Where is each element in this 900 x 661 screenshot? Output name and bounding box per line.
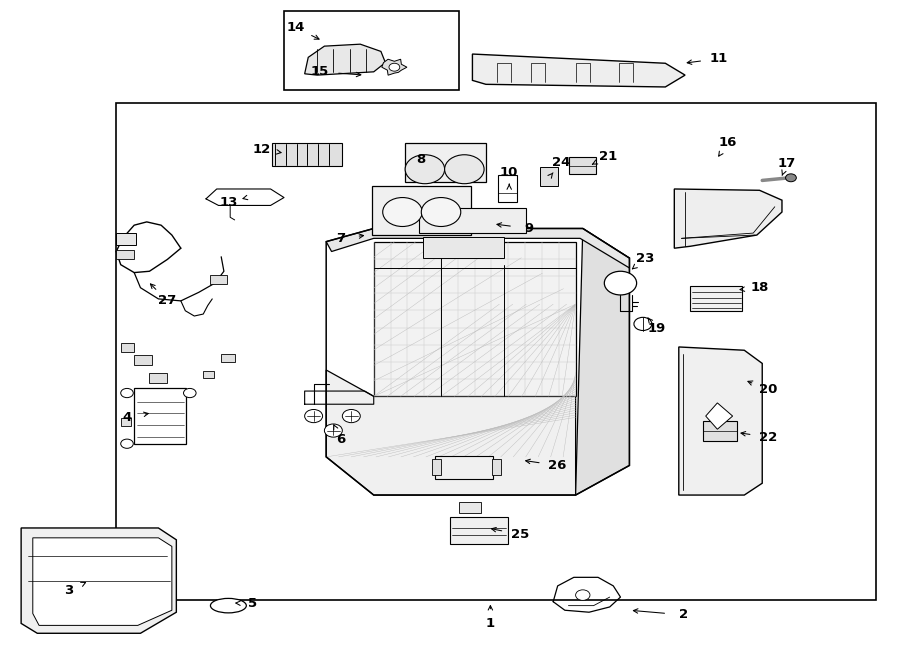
Circle shape: [342, 409, 360, 422]
Text: 26: 26: [548, 459, 567, 472]
Text: 6: 6: [336, 432, 346, 446]
Polygon shape: [374, 242, 576, 397]
Bar: [498, 175, 518, 202]
Circle shape: [445, 155, 484, 184]
Bar: [418, 208, 526, 233]
Text: 23: 23: [636, 252, 655, 264]
Text: 25: 25: [511, 528, 529, 541]
Circle shape: [304, 409, 322, 422]
Circle shape: [576, 590, 590, 600]
Bar: [432, 459, 441, 475]
Circle shape: [382, 198, 422, 227]
Polygon shape: [706, 403, 733, 429]
Circle shape: [786, 174, 796, 182]
Text: 21: 21: [598, 149, 617, 163]
Bar: [703, 421, 737, 441]
Bar: [116, 250, 134, 259]
Bar: [221, 354, 235, 362]
Text: 8: 8: [417, 153, 426, 166]
Text: 20: 20: [760, 383, 778, 396]
Circle shape: [421, 198, 461, 227]
Text: 16: 16: [719, 136, 737, 149]
Circle shape: [324, 424, 342, 437]
Bar: [690, 286, 742, 311]
Polygon shape: [326, 229, 629, 268]
Bar: [372, 186, 471, 235]
Text: 10: 10: [500, 166, 518, 179]
Polygon shape: [674, 189, 782, 249]
Bar: [405, 143, 486, 182]
Circle shape: [604, 271, 636, 295]
Bar: [116, 103, 877, 600]
Text: 18: 18: [751, 281, 769, 294]
Polygon shape: [304, 44, 385, 75]
Text: 12: 12: [253, 143, 271, 156]
Bar: [540, 167, 558, 186]
Ellipse shape: [211, 598, 247, 613]
Bar: [492, 459, 501, 475]
Text: 15: 15: [310, 65, 329, 78]
Bar: [134, 355, 152, 365]
Circle shape: [389, 63, 400, 71]
Bar: [116, 233, 136, 245]
Text: 19: 19: [647, 322, 665, 335]
Text: 2: 2: [679, 608, 688, 621]
Bar: [570, 157, 596, 174]
Circle shape: [405, 155, 445, 184]
Text: 11: 11: [710, 52, 728, 65]
Bar: [134, 388, 186, 444]
Text: 14: 14: [286, 21, 305, 34]
Polygon shape: [576, 229, 629, 495]
Bar: [211, 274, 227, 284]
Bar: [203, 371, 214, 378]
Bar: [435, 455, 493, 479]
Text: 4: 4: [122, 411, 131, 424]
Text: 22: 22: [760, 430, 778, 444]
Circle shape: [121, 389, 133, 398]
Polygon shape: [679, 347, 762, 495]
Text: 5: 5: [248, 597, 257, 610]
Text: 3: 3: [64, 584, 73, 597]
Bar: [273, 143, 342, 166]
Bar: [121, 418, 131, 426]
Circle shape: [121, 439, 133, 448]
Text: 9: 9: [525, 222, 534, 235]
Polygon shape: [472, 54, 685, 87]
Polygon shape: [326, 370, 576, 495]
Polygon shape: [382, 59, 407, 75]
Polygon shape: [32, 538, 172, 625]
Bar: [459, 502, 482, 514]
Bar: [121, 343, 134, 352]
Circle shape: [184, 389, 196, 398]
Bar: [284, 11, 459, 91]
Text: 13: 13: [220, 196, 238, 209]
Circle shape: [634, 317, 652, 330]
Bar: [149, 373, 167, 383]
Text: 1: 1: [486, 617, 495, 630]
Text: 7: 7: [336, 232, 345, 245]
Polygon shape: [21, 528, 176, 633]
Bar: [450, 517, 508, 545]
Text: 27: 27: [158, 294, 176, 307]
Text: 24: 24: [552, 156, 571, 169]
Bar: [423, 237, 504, 258]
Text: 17: 17: [778, 157, 796, 171]
